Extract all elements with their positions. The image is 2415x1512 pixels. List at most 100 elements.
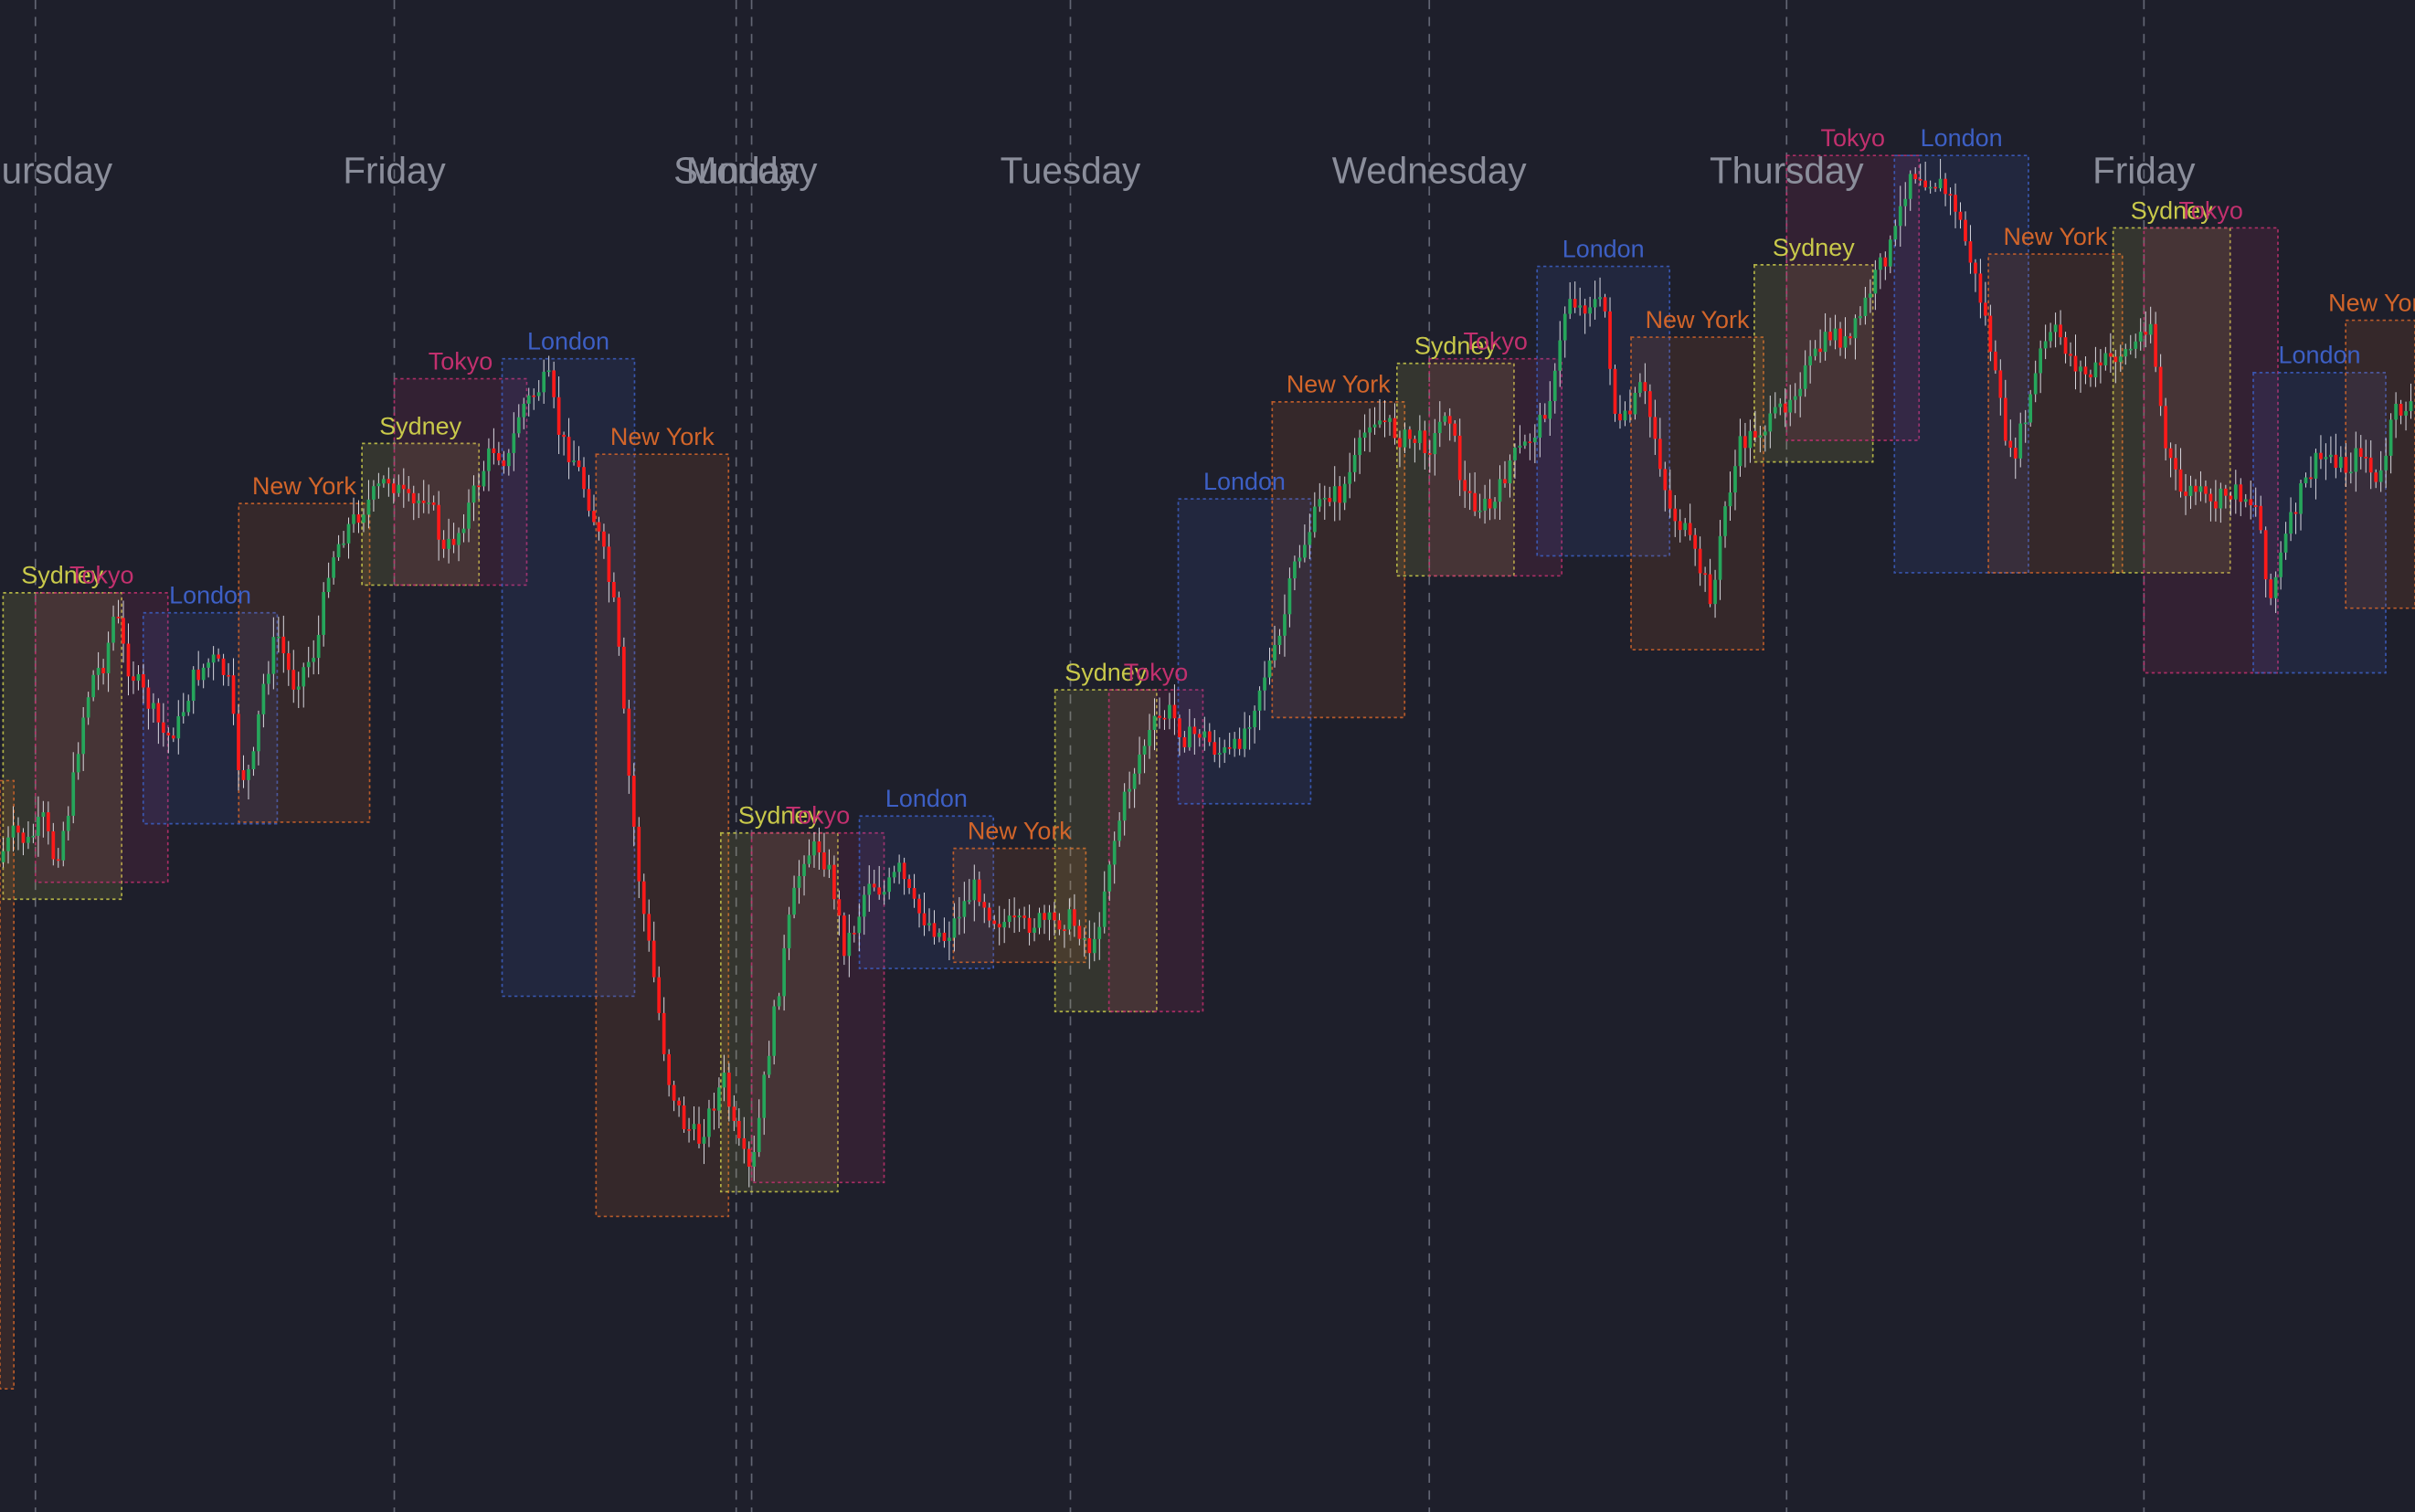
candle-bear [2089,374,2092,378]
candle-bull [336,544,341,558]
candle-bear [1057,920,1062,930]
candle-bull [207,662,210,668]
candle-bull [1033,927,1036,934]
candle-bull [1788,399,1793,413]
candle-bull [1793,396,1797,400]
candle-bear [171,735,175,739]
candle-bear [922,913,927,925]
candle-bear [56,859,60,862]
candle-bull [111,617,115,643]
candle-bull [1893,226,1898,240]
session-label: New York [2003,223,2107,250]
candle-bear [562,434,566,438]
candle-bear [1237,738,1242,749]
candle-bear [2099,362,2103,365]
session-box-london [1536,265,1671,557]
candle-bear [1988,315,1993,352]
candle-bull [1638,382,1642,393]
candle-bull [1568,299,1573,314]
candle-bear [977,879,981,903]
candle-bull [1107,864,1112,892]
candle-bull [1498,479,1502,502]
candle-bull [862,894,866,917]
candle-bear [502,460,506,467]
session-label: London [885,785,968,812]
day-label: Wednesday [1332,150,1528,192]
candle-bull [1132,773,1137,789]
candle-bull [1283,614,1287,636]
candle-bear [1668,490,1672,509]
candle-bull [1202,731,1207,738]
candle-bear [1087,937,1092,954]
candle-bear [431,502,436,505]
candle-bear [992,920,997,925]
candle-bear [1488,498,1492,509]
candle-bull [1142,745,1147,755]
candle-bull [1823,332,1827,353]
candle-bear [747,1148,751,1168]
session-label: London [1562,235,1645,262]
candle-bear [2073,355,2078,372]
candle-bear [1608,311,1612,369]
candle-bear [156,703,161,723]
candle-bear [1073,909,1076,926]
candle-bull [2049,332,2052,342]
candle-bear [1643,382,1647,392]
candle-bull [702,1137,706,1144]
candle-bear [592,511,596,523]
candle-bull [487,448,491,471]
candle-bear [1457,435,1462,481]
candle-bull [1308,532,1312,545]
candle-bear [407,489,411,493]
candle-bear [842,915,846,957]
candle-bear [241,770,246,780]
candle-bear [677,1100,681,1106]
candle-bear [637,826,641,882]
candle-bear [1413,439,1417,443]
candle-bull [1037,913,1042,928]
candle-bull [1067,909,1072,930]
candle-bull [376,483,381,487]
candle-bull [952,918,957,938]
candle-bull [1938,178,1943,189]
candle-bear [1613,368,1617,414]
candle-bear [2194,485,2198,492]
candle-bull [827,864,831,870]
candle-bull [1217,753,1222,756]
candle-bear [2178,469,2183,492]
candle-bull [1538,415,1542,438]
session-box-new-york [238,502,371,823]
candle-bull [382,479,386,484]
candle-bull [722,1073,726,1088]
candle-bear [1162,717,1167,720]
candle-bear [651,940,656,978]
candle-bull [106,642,111,674]
candle-bear [1658,439,1662,470]
session-box-london [1893,154,2029,574]
candle-bear [2344,457,2348,473]
candle-bear [1427,453,1432,455]
candle-bull [1713,579,1717,605]
candle-bull [1,851,5,862]
candle-bull [136,673,141,682]
candle-bull [767,1055,771,1075]
candle-bear [2259,505,2263,531]
candle-bull [1928,186,1933,189]
candle-bull [2128,348,2133,351]
session-label: London [169,582,251,609]
candle-bear [411,492,416,503]
candle-bear [1688,523,1692,535]
candle-bear [437,504,440,540]
candle-bull [1277,635,1282,646]
session-label: Sydney [1065,659,1147,686]
candle-bear [1993,351,1997,371]
candle-bear [647,914,651,941]
candle-bull [211,654,216,663]
candle-bear [1063,929,1066,932]
candle-bear [687,1129,691,1131]
session-label: Tokyo [786,802,850,830]
session-box-tokyo [1428,357,1563,577]
candle-bull [1683,523,1688,531]
candle-bear [1393,418,1397,439]
session-label: Tokyo [429,347,493,375]
